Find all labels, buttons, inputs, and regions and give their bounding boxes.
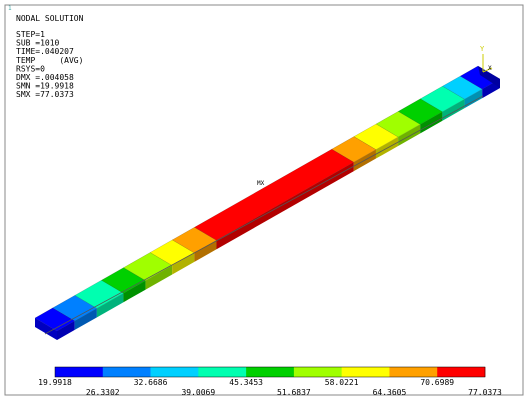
legend-swatch (198, 367, 246, 377)
legend-swatch (246, 367, 294, 377)
legend-label: 45.3453 (229, 378, 263, 387)
legend-swatch (342, 367, 390, 377)
legend-label: 39.0069 (181, 388, 215, 397)
axis-x-label: X (488, 65, 492, 72)
legend-label: 26.3302 (86, 388, 120, 397)
header-title: NODAL SOLUTION (16, 14, 84, 23)
max-marker: MX (257, 180, 265, 187)
legend-label: 51.6837 (277, 388, 311, 397)
window-number: 1 (8, 5, 12, 12)
legend-swatch (55, 367, 103, 377)
legend-label: 19.9918 (38, 378, 72, 387)
legend-label: 64.3605 (373, 388, 407, 397)
legend-swatch (389, 367, 437, 377)
legend-swatch (437, 367, 485, 377)
legend-label: 77.0373 (468, 388, 502, 397)
header-line: SMX =77.0373 (16, 90, 74, 99)
legend-swatch (151, 367, 199, 377)
legend-label: 70.6989 (420, 378, 454, 387)
legend-label: 32.6686 (134, 378, 168, 387)
legend-swatch (103, 367, 151, 377)
legend-label: 58.0221 (325, 378, 359, 387)
legend-swatch (294, 367, 342, 377)
viewport: 1 NODAL SOLUTION MX Y X 19.991826.330232… (0, 0, 528, 400)
